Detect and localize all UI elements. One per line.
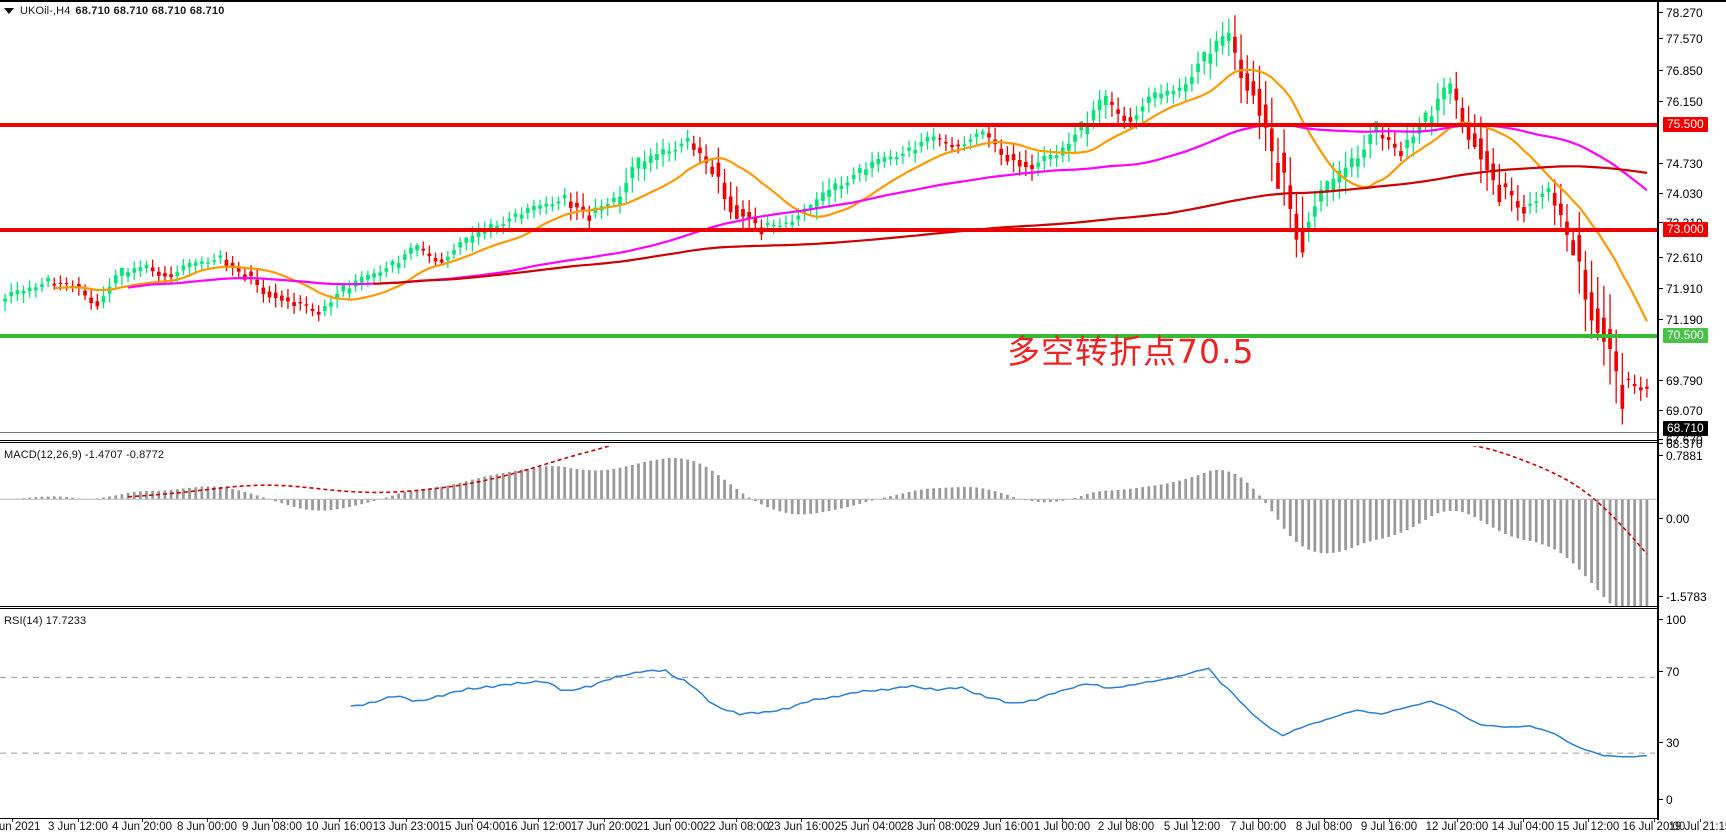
time-axis-label: 29 Jun 16:00 (966, 821, 1034, 833)
time-tick (1588, 819, 1589, 822)
time-axis-label: 12 Jul 20:00 (1425, 821, 1489, 833)
panel-divider-macd-rsi (0, 606, 1657, 609)
time-tick (801, 819, 802, 822)
top-border (0, 0, 1726, 2)
time-axis-label: 25 Jun 04:00 (834, 821, 902, 833)
resistance-label-75500[interactable]: 75.500 (1663, 117, 1708, 132)
macd-scale[interactable]: 0.7881 0.00 -1.5783 (1659, 446, 1726, 606)
time-tick (868, 819, 869, 822)
time-axis-label: 1 Jul 00:00 (1033, 821, 1091, 833)
price-chart-panel[interactable]: UKOil-,H4 68.710 68.710 68.710 68.710 (0, 2, 1657, 440)
panel-divider-price-macd (0, 440, 1657, 443)
price-plot-area[interactable] (0, 2, 1657, 440)
triangle-down-icon[interactable] (4, 8, 14, 14)
current-price-line (0, 432, 1657, 433)
time-axis-label: 23 Jun 16:00 (767, 821, 835, 833)
time-axis-label: 16 Jun 12:00 (504, 821, 572, 833)
bottom-border (0, 818, 1657, 819)
resistance-label-73000[interactable]: 73.000 (1663, 222, 1708, 237)
time-axis-label: 22 Jun 08:00 (702, 821, 770, 833)
chart-symbol-header[interactable]: UKOil-,H4 68.710 68.710 68.710 68.710 (4, 5, 225, 17)
ohlc-readout: 68.710 68.710 68.710 68.710 (75, 5, 225, 17)
chart-annotation-text: 多空转折点70.5 (1007, 332, 1255, 371)
time-axis-label: 19 Jul 21:15 (1668, 821, 1726, 833)
time-axis-label: 7 Jul 00:00 (1229, 821, 1287, 833)
time-axis-label: 2 Jul 08:00 (1097, 821, 1155, 833)
time-axis-label: 10 Jun 16:00 (305, 821, 373, 833)
time-axis-label: 4 Jun 20:00 (111, 821, 173, 833)
time-axis-label: 21 Jun 00:00 (636, 821, 704, 833)
time-axis-label: 5 Jul 12:00 (1163, 821, 1221, 833)
time-tick (472, 819, 473, 822)
time-axis-label: 17 Jun 20:00 (570, 821, 638, 833)
time-tick (1258, 819, 1259, 822)
time-tick (12, 819, 13, 822)
current-price-label[interactable]: 68.710 (1663, 421, 1708, 436)
rsi-header-label: RSI(14) 17.7233 (4, 615, 87, 627)
time-tick (406, 819, 407, 822)
time-tick (736, 819, 737, 822)
time-tick (604, 819, 605, 822)
price-scale[interactable]: 78.27077.57076.85076.15074.73074.03073.3… (1659, 2, 1726, 451)
time-tick (670, 819, 671, 822)
time-tick (339, 819, 340, 822)
time-tick (1523, 819, 1524, 822)
symbol-label: UKOil-,H4 (20, 5, 71, 17)
time-axis-label: 2 Jun 2021 (0, 821, 41, 833)
time-tick (1062, 819, 1063, 822)
time-axis-label: 15 Jun 04:00 (438, 821, 506, 833)
resistance-line-75500[interactable] (0, 123, 1657, 127)
time-axis-label: 15 Jul 12:00 (1556, 821, 1620, 833)
rsi-plot-area[interactable] (0, 612, 1657, 818)
time-tick (1389, 819, 1390, 822)
time-axis-label: 13 Jun 23:00 (372, 821, 440, 833)
rsi-scale[interactable]: 100 70 30 0 (1659, 612, 1726, 818)
time-axis-label: 8 Jun 00:00 (176, 821, 238, 833)
resistance-line-73000[interactable] (0, 228, 1657, 232)
price-axis-separator (1657, 0, 1659, 820)
support-label-70500[interactable]: 70.500 (1663, 328, 1708, 343)
time-axis-label: 28 Jun 08:00 (900, 821, 968, 833)
macd-panel[interactable]: MACD(12,26,9) -1.4707 -0.8772 (0, 446, 1657, 606)
time-tick (142, 819, 143, 822)
time-tick (78, 819, 79, 822)
time-tick (272, 819, 273, 822)
time-axis-label: 9 Jun 08:00 (241, 821, 303, 833)
rsi-panel[interactable]: RSI(14) 17.7233 (0, 612, 1657, 818)
time-axis-label: 8 Jul 08:00 (1295, 821, 1353, 833)
time-tick (207, 819, 208, 822)
time-axis-label: 9 Jul 16:00 (1360, 821, 1418, 833)
support-line-70500[interactable] (0, 334, 1657, 338)
time-axis-label: 3 Jun 12:00 (47, 821, 109, 833)
time-tick (1457, 819, 1458, 822)
time-tick (538, 819, 539, 822)
time-tick (1000, 819, 1001, 822)
time-tick (934, 819, 935, 822)
time-tick (1192, 819, 1193, 822)
time-tick (1126, 819, 1127, 822)
macd-plot-area[interactable] (0, 446, 1657, 606)
time-tick (1654, 819, 1655, 822)
time-axis-label: 16 Jul 20:00 (1622, 821, 1686, 833)
time-tick (1700, 819, 1701, 822)
time-axis-label: 14 Jul 04:00 (1491, 821, 1555, 833)
time-tick (1324, 819, 1325, 822)
macd-header-label: MACD(12,26,9) -1.4707 -0.8772 (4, 449, 165, 461)
time-axis[interactable]: 2 Jun 2021 3 Jun 12:004 Jun 20:008 Jun 00… (0, 819, 1726, 837)
